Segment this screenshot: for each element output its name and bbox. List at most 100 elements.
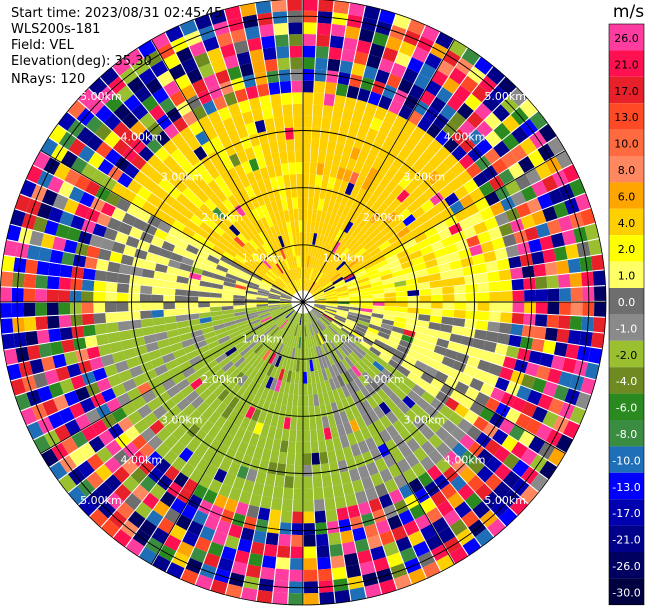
velocity-gate xyxy=(269,289,282,295)
velocity-gate xyxy=(371,285,384,291)
velocity-gate xyxy=(531,210,547,226)
velocity-gate xyxy=(344,252,355,263)
velocity-gate xyxy=(419,163,435,178)
velocity-gate xyxy=(304,325,307,337)
velocity-gate xyxy=(277,261,286,273)
velocity-gate xyxy=(266,338,276,350)
velocity-gate xyxy=(439,104,457,121)
velocity-gate xyxy=(332,376,341,389)
velocity-gate xyxy=(222,251,235,262)
velocity-gate xyxy=(382,282,396,289)
velocity-gate xyxy=(483,216,499,231)
velocity-gate xyxy=(313,306,325,312)
velocity-gate xyxy=(451,145,468,162)
velocity-gate xyxy=(314,297,327,301)
velocity-gate xyxy=(258,312,271,319)
velocity-gate xyxy=(261,335,272,346)
velocity-gate xyxy=(252,370,263,383)
velocity-gate xyxy=(373,255,386,265)
velocity-gate xyxy=(407,307,420,314)
velocity-gate xyxy=(590,254,605,271)
velocity-gate xyxy=(556,260,570,275)
velocity-gate xyxy=(209,297,222,302)
velocity-gate xyxy=(199,388,213,401)
velocity-gate xyxy=(398,414,413,429)
velocity-gate xyxy=(339,470,352,485)
velocity-gate xyxy=(86,471,104,490)
velocity-gate xyxy=(186,68,203,84)
velocity-gate xyxy=(194,14,212,31)
velocity-gate xyxy=(271,238,280,251)
velocity-gate xyxy=(413,431,428,447)
velocity-gate xyxy=(398,145,413,161)
velocity-gate xyxy=(433,474,450,491)
velocity-gate xyxy=(510,190,527,207)
velocity-gate xyxy=(95,141,113,159)
velocity-gate xyxy=(282,246,289,259)
velocity-gate xyxy=(414,513,432,531)
velocity-gate xyxy=(59,264,73,278)
velocity-gate xyxy=(355,416,367,430)
velocity-gate xyxy=(355,187,367,201)
velocity-gate xyxy=(314,499,325,512)
velocity-gate xyxy=(410,225,424,238)
velocity-gate xyxy=(78,360,93,375)
azimuth-spoke-210 xyxy=(151,301,304,565)
velocity-gate xyxy=(129,137,146,154)
velocity-gate xyxy=(105,148,122,166)
velocity-gate xyxy=(292,197,298,210)
colorbar-label: 17.0 xyxy=(614,85,639,98)
velocity-gate xyxy=(217,259,231,269)
velocity-gate xyxy=(461,47,481,66)
velocity-gate xyxy=(314,304,326,308)
velocity-gate xyxy=(94,323,108,335)
velocity-gate xyxy=(242,348,254,360)
velocity-gate xyxy=(372,433,385,448)
velocity-gate xyxy=(398,208,412,221)
velocity-gate xyxy=(443,153,459,169)
velocity-gate xyxy=(241,214,252,227)
velocity-gate xyxy=(310,139,320,152)
velocity-gate xyxy=(399,40,416,57)
velocity-gate xyxy=(199,316,212,324)
velocity-gate xyxy=(148,349,162,361)
velocity-gate xyxy=(303,523,316,536)
velocity-gate xyxy=(330,322,341,332)
velocity-gate xyxy=(284,321,292,333)
velocity-gate xyxy=(180,384,195,398)
velocity-gate xyxy=(314,298,327,301)
velocity-gate xyxy=(291,335,296,348)
velocity-gate xyxy=(250,208,261,222)
velocity-gate xyxy=(391,326,405,335)
velocity-gate xyxy=(258,285,271,292)
velocity-gate xyxy=(427,358,442,371)
velocity-gate xyxy=(211,530,228,546)
velocity-gate xyxy=(324,81,337,95)
velocity-gate xyxy=(441,356,456,368)
velocity-gate xyxy=(161,352,176,364)
velocity-gate xyxy=(542,340,557,355)
velocity-gate xyxy=(309,282,317,293)
velocity-gate xyxy=(256,435,267,449)
velocity-gate xyxy=(325,438,335,452)
velocity-gate xyxy=(298,208,303,221)
velocity-gate xyxy=(406,200,421,214)
velocity-gate xyxy=(143,368,158,382)
velocity-gate xyxy=(294,324,299,337)
velocity-gate xyxy=(314,303,327,307)
velocity-gate xyxy=(78,442,96,460)
velocity-gate xyxy=(172,348,186,359)
velocity-gate xyxy=(419,132,435,148)
velocity-gate xyxy=(203,216,217,229)
velocity-gate xyxy=(285,270,293,282)
velocity-gate xyxy=(315,245,321,258)
ring-label: 4.00km xyxy=(121,454,163,467)
velocity-gate xyxy=(318,318,328,328)
velocity-gate xyxy=(365,367,378,380)
velocity-gate xyxy=(130,328,144,339)
velocity-gate xyxy=(227,102,242,118)
velocity-gate xyxy=(224,498,239,513)
velocity-gate xyxy=(446,94,464,112)
velocity-gate xyxy=(271,284,283,292)
velocity-gate xyxy=(143,412,159,427)
